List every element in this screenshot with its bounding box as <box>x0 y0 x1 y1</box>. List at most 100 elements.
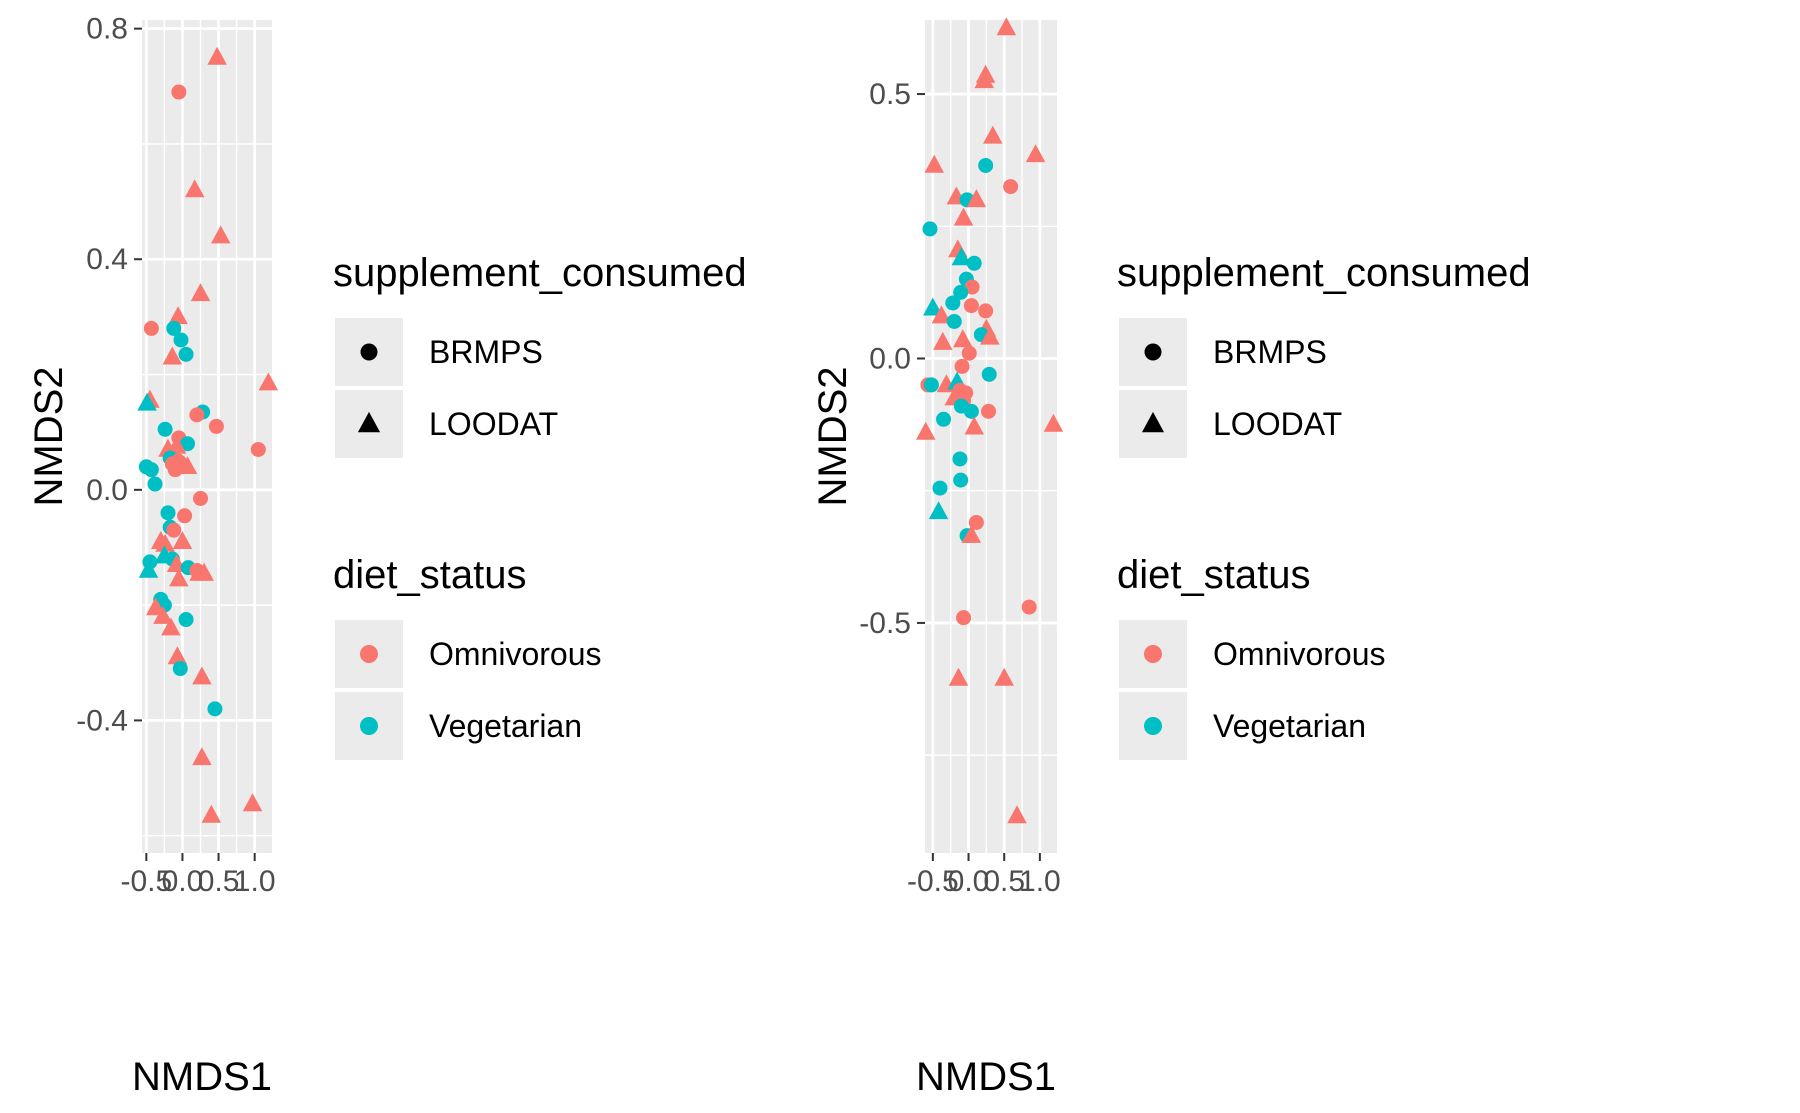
chart-2-point-triangle <box>974 70 994 89</box>
chart-2-point-circle <box>966 255 982 271</box>
chart-2-point-triangle <box>1043 413 1064 432</box>
chart-2-point-circle <box>946 313 962 329</box>
chart-1-y-tick-label: -0.4 <box>76 704 128 737</box>
chart-2-point-triangle <box>983 125 1003 144</box>
chart-2-point-circle <box>952 451 968 467</box>
chart-1-point-circle <box>166 522 182 538</box>
chart-1-y-tick-label: 0.8 <box>86 13 128 46</box>
chart-2-point-circle <box>936 411 952 427</box>
chart-1-point-triangle <box>190 283 211 302</box>
chart-1-point-circle <box>208 418 224 434</box>
chart-2-point-circle <box>981 403 997 419</box>
chart-1-point-circle <box>147 476 163 492</box>
chart-1-point-triangle <box>192 666 212 685</box>
chart-1-legend-shape-label: LOODAT <box>429 406 558 442</box>
chart-1-point-triangle <box>168 306 188 325</box>
chart-2-x-axis-title: NMDS1 <box>916 1055 1056 1099</box>
chart-2-legend-triangle-icon <box>1142 411 1164 433</box>
chart-2-point-circle <box>981 366 997 382</box>
chart-1-point-circle <box>157 421 173 437</box>
chart-1-point-circle <box>178 346 194 362</box>
chart-2-x-tick-label: -0.5 <box>907 865 959 898</box>
chart-1-point-triangle <box>185 179 205 198</box>
chart-2-point-circle <box>964 279 980 295</box>
chart-1-point-triangle <box>192 747 212 766</box>
chart-2-y-tick-label: 0.5 <box>869 78 911 111</box>
chart-1-legend-color-label: Omnivorous <box>429 636 602 672</box>
chart-1-point-circle <box>173 332 189 348</box>
chart-1-point-triangle <box>242 793 263 812</box>
chart-2-point-circle <box>953 284 969 300</box>
chart-1-point-circle <box>177 508 193 524</box>
chart-2-point-triangle <box>933 331 953 350</box>
chart-2-y-axis-title: NMDS2 <box>811 366 855 506</box>
chart-2-legend-color-title: diet_status <box>1117 553 1310 597</box>
chart-2-point-circle <box>922 221 938 237</box>
chart-1-x-tick-label: -0.5 <box>120 865 172 898</box>
chart-2-point-triangle <box>961 525 982 543</box>
chart-1-point-circle <box>143 320 159 336</box>
chart-2-point-triangle <box>966 189 987 208</box>
chart-1-legend-color-swatch <box>360 645 378 663</box>
chart-2-legend-color-swatch <box>1144 717 1162 735</box>
chart-1-point-circle <box>250 441 266 457</box>
chart-1-point-triangle <box>137 392 157 411</box>
chart-1-point-triangle <box>155 533 175 552</box>
chart-1-y-tick-label: 0.0 <box>86 474 128 507</box>
chart-2-legend-shape-label: BRMPS <box>1213 334 1327 370</box>
chart-1-legend-color-label: Vegetarian <box>429 708 582 744</box>
chart-2-point-circle <box>923 377 939 393</box>
chart-2-point-triangle <box>931 305 952 324</box>
chart-2-point-triangle <box>980 326 1000 345</box>
chart-1-point-triangle <box>153 606 173 624</box>
chart-2-point-triangle <box>951 247 972 266</box>
chart-2-legend-shape-title: supplement_consumed <box>1117 251 1531 295</box>
chart-2-y-tick-label: 0.0 <box>869 342 911 375</box>
chart-2-point-triangle <box>1025 144 1046 163</box>
chart-1-legend-triangle-icon <box>357 411 381 433</box>
chart-2-point-circle <box>978 303 994 319</box>
chart-2-point-triangle <box>996 17 1017 36</box>
chart-1-point-triangle <box>167 646 188 665</box>
chart-1-point-circle <box>180 436 195 452</box>
chart-2-point-circle <box>953 472 969 488</box>
chart-1-point-triangle <box>161 617 181 636</box>
chart-1-point-triangle <box>169 568 189 587</box>
chart-1-point-circle <box>178 612 194 628</box>
chart-2-x-tick-label: 1.0 <box>1019 865 1061 898</box>
chart-1-point-triangle <box>162 346 183 365</box>
chart-2-point-circle <box>956 610 972 626</box>
chart-1-x-axis-title: NMDS1 <box>132 1055 272 1099</box>
chart-1-x-tick-label: 1.0 <box>234 865 276 898</box>
chart-2-point-triangle <box>916 421 936 440</box>
chart-2-point-triangle <box>948 667 969 686</box>
chart-1-y-tick-label: 0.4 <box>86 243 128 276</box>
chart-2-legend-shape-label: LOODAT <box>1213 406 1342 442</box>
chart-1-y-axis-title: NMDS2 <box>27 366 71 506</box>
chart-2-point-triangle <box>1007 805 1027 824</box>
chart-1-point-circle <box>189 407 205 423</box>
chart-1-legend-color-title: diet_status <box>333 553 526 597</box>
chart-2-legend-circle-icon <box>1144 343 1162 361</box>
chart-1-point-circle <box>172 661 188 677</box>
chart-2-point-triangle <box>928 501 949 520</box>
chart-1-point-triangle <box>201 804 222 823</box>
chart-2-point-triangle <box>953 329 973 348</box>
chart-1-legend-circle-icon <box>360 343 378 361</box>
chart-2-legend-color-label: Vegetarian <box>1213 708 1366 744</box>
chart-2-point-circle <box>954 358 970 374</box>
chart-1-point-triangle <box>258 372 279 391</box>
chart-2-x-tick-label: 0.0 <box>948 865 990 898</box>
chart-2-point-triangle <box>994 667 1014 686</box>
chart-1-point-circle <box>193 490 208 506</box>
chart-2-point-circle <box>961 345 977 361</box>
chart-1-legend-color-swatch <box>360 717 378 735</box>
chart-2-legend-color-label: Omnivorous <box>1213 636 1386 672</box>
chart-2-y-tick-label: -0.5 <box>859 607 911 640</box>
chart-2-point-triangle <box>923 297 943 316</box>
chart-2-point-circle <box>1003 179 1019 195</box>
chart-1-panel-background <box>142 20 272 853</box>
chart-1-point-circle <box>207 701 223 717</box>
